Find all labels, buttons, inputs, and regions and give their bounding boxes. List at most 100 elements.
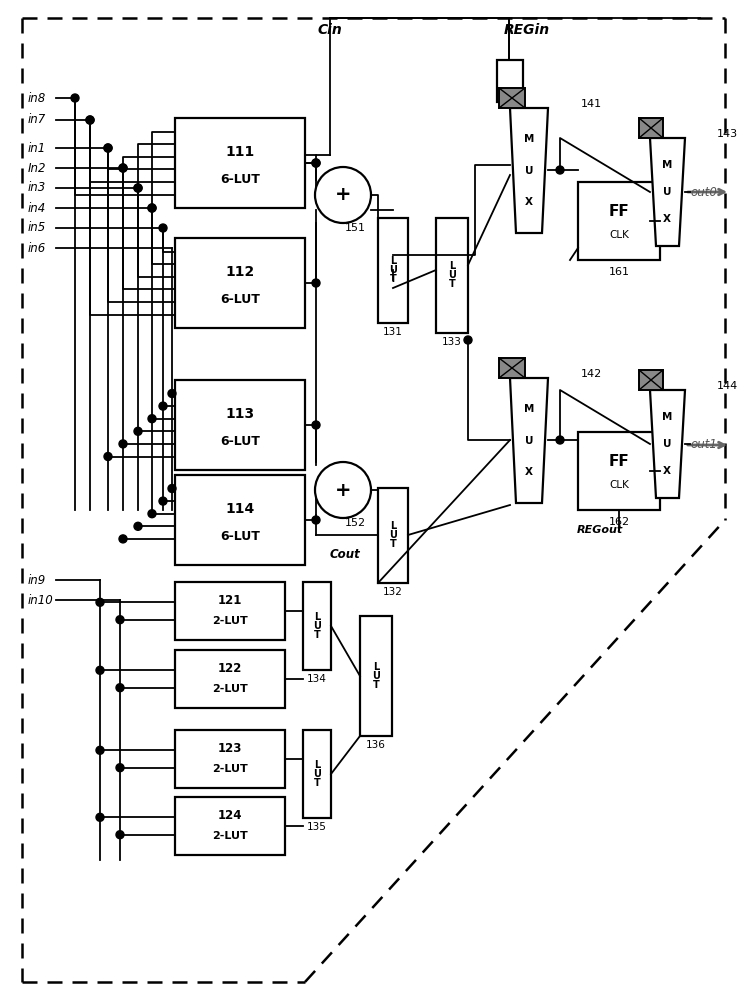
Text: 112: 112	[225, 265, 254, 279]
Text: in5: in5	[28, 221, 46, 234]
Text: 152: 152	[344, 518, 365, 528]
Bar	[175, 380, 305, 470]
Bar	[360, 616, 392, 736]
Polygon shape	[510, 378, 548, 503]
Text: 111: 111	[225, 145, 254, 159]
Bar	[639, 118, 663, 138]
Text: in4: in4	[28, 202, 46, 215]
Circle shape	[116, 616, 124, 624]
Circle shape	[86, 116, 94, 124]
Bar	[175, 797, 285, 855]
Text: in7: in7	[28, 113, 46, 126]
Circle shape	[96, 813, 104, 821]
Circle shape	[71, 94, 79, 102]
Text: 6-LUT: 6-LUT	[220, 435, 260, 448]
Text: Cout: Cout	[330, 548, 360, 562]
Circle shape	[134, 427, 142, 435]
Text: in8: in8	[28, 92, 46, 104]
Text: M: M	[662, 412, 672, 422]
Text: 6-LUT: 6-LUT	[220, 530, 260, 543]
Text: U: U	[663, 439, 671, 449]
Text: in1: in1	[28, 141, 46, 154]
Text: in10: in10	[28, 593, 54, 606]
Text: L
U
T: L U T	[389, 521, 397, 549]
Text: REGin: REGin	[504, 23, 550, 37]
Circle shape	[148, 510, 156, 518]
Bar	[175, 730, 285, 788]
Circle shape	[148, 204, 156, 212]
Circle shape	[464, 336, 472, 344]
Text: Cin: Cin	[318, 23, 342, 37]
Circle shape	[104, 452, 112, 460]
Text: 143: 143	[716, 129, 737, 139]
Text: 132: 132	[383, 587, 403, 597]
Bar	[175, 238, 305, 328]
Text: 133: 133	[442, 337, 462, 347]
Circle shape	[134, 522, 142, 530]
Text: 161: 161	[609, 267, 629, 277]
Text: 6-LUT: 6-LUT	[220, 173, 260, 186]
Text: L
U
T: L U T	[389, 256, 397, 284]
Text: M: M	[662, 160, 672, 170]
Text: 2-LUT: 2-LUT	[212, 764, 248, 774]
Text: CLK: CLK	[609, 480, 629, 490]
Circle shape	[96, 746, 104, 754]
Text: 141: 141	[580, 99, 602, 109]
Circle shape	[315, 462, 371, 518]
Circle shape	[312, 279, 320, 287]
Circle shape	[116, 764, 124, 772]
Text: L
U
T: L U T	[372, 662, 380, 690]
Text: 131: 131	[383, 327, 403, 337]
Circle shape	[86, 116, 94, 124]
Circle shape	[134, 184, 142, 192]
Circle shape	[104, 144, 112, 152]
Text: 162: 162	[609, 517, 629, 527]
Text: in3: in3	[28, 181, 46, 194]
Circle shape	[312, 159, 320, 167]
Text: 2-LUT: 2-LUT	[212, 684, 248, 694]
Circle shape	[148, 204, 156, 212]
Circle shape	[159, 497, 167, 505]
Text: 144: 144	[716, 381, 737, 391]
Text: L
U
T: L U T	[313, 760, 321, 788]
Text: In2: In2	[28, 161, 46, 174]
Bar	[436, 218, 468, 333]
Text: 113: 113	[225, 407, 254, 421]
Polygon shape	[650, 390, 685, 498]
Bar	[499, 358, 525, 378]
Bar	[175, 650, 285, 708]
Text: REGout: REGout	[577, 525, 623, 535]
Text: out1: out1	[690, 438, 717, 451]
Text: FF: FF	[609, 204, 629, 219]
Text: 123: 123	[218, 742, 243, 755]
Circle shape	[119, 440, 127, 448]
Circle shape	[556, 166, 564, 174]
Text: U: U	[663, 187, 671, 197]
Circle shape	[96, 666, 104, 674]
Bar	[303, 582, 331, 670]
Circle shape	[312, 516, 320, 524]
Circle shape	[159, 224, 167, 232]
Text: 124: 124	[218, 809, 243, 822]
Text: U: U	[525, 436, 533, 446]
Circle shape	[312, 421, 320, 429]
Text: X: X	[525, 467, 533, 477]
Text: FF: FF	[609, 454, 629, 469]
Circle shape	[119, 164, 127, 172]
Bar	[578, 182, 660, 260]
Bar	[378, 218, 408, 323]
Circle shape	[116, 684, 124, 692]
Text: 121: 121	[218, 594, 243, 607]
Text: 136: 136	[366, 740, 386, 750]
Circle shape	[315, 167, 371, 223]
Circle shape	[119, 164, 127, 172]
Text: out0: out0	[690, 186, 717, 198]
Circle shape	[168, 389, 176, 397]
Circle shape	[148, 415, 156, 423]
Bar	[175, 118, 305, 208]
Bar	[175, 475, 305, 565]
Circle shape	[96, 598, 104, 606]
Text: X: X	[525, 197, 533, 207]
Text: L
U
T: L U T	[313, 612, 321, 640]
Text: U: U	[525, 165, 533, 176]
